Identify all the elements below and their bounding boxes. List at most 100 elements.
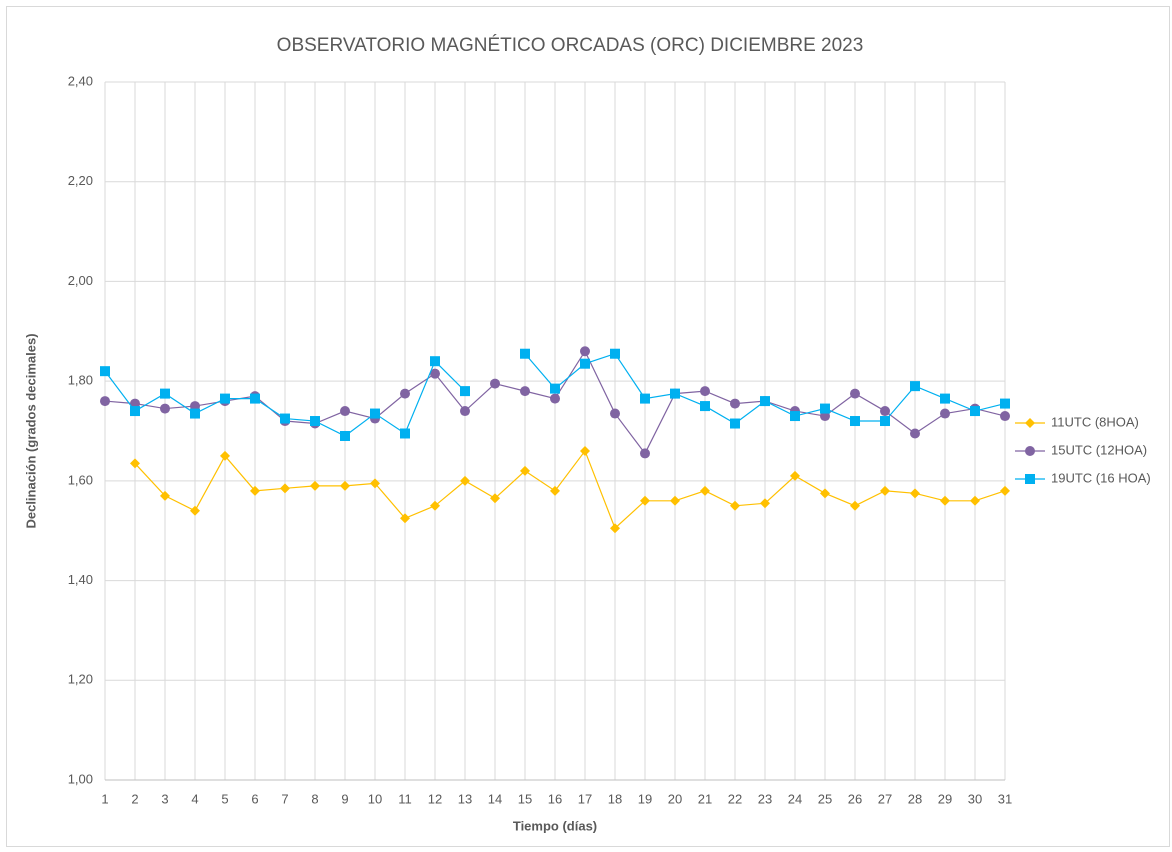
- data-point: [220, 393, 230, 404]
- data-point: [640, 448, 650, 459]
- data-point: [160, 388, 170, 399]
- data-point: [340, 480, 350, 491]
- y-tick-label: 1,60: [68, 472, 93, 487]
- data-point: [730, 500, 740, 511]
- data-point: [550, 393, 560, 404]
- y-tick-label: 2,20: [68, 173, 93, 188]
- data-point: [610, 408, 620, 419]
- x-axis-label: Tiempo (días): [513, 818, 597, 833]
- data-point: [940, 495, 950, 506]
- data-point: [730, 418, 740, 429]
- x-tick-label: 7: [281, 791, 288, 806]
- y-tick-label: 1,40: [68, 572, 93, 587]
- data-point: [430, 356, 440, 367]
- legend-label: 19UTC (16 HOA): [1051, 470, 1151, 485]
- x-tick-label: 18: [608, 791, 622, 806]
- x-tick-label: 23: [758, 791, 772, 806]
- x-tick-label: 16: [548, 791, 562, 806]
- data-point: [580, 358, 590, 369]
- data-point: [910, 428, 920, 439]
- data-point: [400, 513, 410, 524]
- series-line: [134, 449, 1006, 530]
- data-point: [370, 408, 380, 419]
- data-point: [520, 465, 530, 476]
- x-tick-label: 28: [908, 791, 922, 806]
- data-point: [910, 488, 920, 499]
- y-tick-label: 1,20: [68, 672, 93, 687]
- x-tick-label: 26: [848, 791, 862, 806]
- data-point: [460, 406, 470, 417]
- data-point: [340, 406, 350, 417]
- x-tick-label: 17: [578, 791, 592, 806]
- legend-label: 11UTC (8HOA): [1051, 414, 1139, 429]
- data-point: [970, 495, 980, 506]
- x-tick-label: 29: [938, 791, 952, 806]
- data-point: [190, 408, 200, 419]
- x-tick-label: 3: [161, 791, 168, 806]
- data-point: [460, 386, 470, 397]
- data-point: [280, 413, 290, 424]
- y-tick-label: 2,40: [68, 73, 93, 88]
- data-point: [730, 398, 740, 409]
- data-point: [940, 393, 950, 404]
- y-tick-label: 2,00: [68, 273, 93, 288]
- data-point: [610, 348, 620, 359]
- data-point: [430, 368, 440, 379]
- data-point: [250, 485, 260, 496]
- data-point: [850, 388, 860, 399]
- data-point: [280, 483, 290, 494]
- data-point: [610, 523, 620, 534]
- data-point: [550, 383, 560, 394]
- data-point: [670, 388, 680, 399]
- data-point: [700, 401, 710, 412]
- legend-marker: [1025, 446, 1035, 456]
- data-point: [460, 475, 470, 486]
- legend-label: 15UTC (12HOA): [1051, 442, 1147, 457]
- x-tick-label: 4: [191, 791, 198, 806]
- x-tick-label: 8: [311, 791, 318, 806]
- data-point: [250, 393, 260, 404]
- data-point: [580, 445, 590, 456]
- chart-title: OBSERVATORIO MAGNÉTICO ORCADAS (ORC) DIC…: [277, 35, 864, 56]
- x-tick-label: 12: [428, 791, 442, 806]
- data-point: [310, 480, 320, 491]
- x-tick-label: 2: [131, 791, 138, 806]
- data-point: [880, 416, 890, 427]
- data-point: [1000, 485, 1010, 496]
- x-tick-label: 30: [968, 791, 982, 806]
- data-point: [400, 388, 410, 399]
- data-point: [580, 346, 590, 357]
- x-tick-label: 13: [458, 791, 472, 806]
- x-tick-label: 14: [488, 791, 502, 806]
- y-tick-label: 1,80: [68, 373, 93, 388]
- data-point: [130, 406, 140, 417]
- x-tick-label: 21: [698, 791, 712, 806]
- x-tick-label: 24: [788, 791, 802, 806]
- x-tick-label: 15: [518, 791, 532, 806]
- data-point: [520, 348, 530, 359]
- data-point: [190, 505, 200, 516]
- data-point: [640, 495, 650, 506]
- x-tick-label: 9: [341, 791, 348, 806]
- data-point: [820, 488, 830, 499]
- data-point: [760, 498, 770, 509]
- data-point: [100, 366, 110, 377]
- chart-frame: [6, 6, 1170, 847]
- x-tick-label: 11: [398, 791, 412, 806]
- data-point: [850, 416, 860, 427]
- data-point: [700, 485, 710, 496]
- x-tick-label: 5: [221, 791, 228, 806]
- data-point: [850, 500, 860, 511]
- data-point: [100, 396, 110, 407]
- data-point: [160, 403, 170, 414]
- data-point: [640, 393, 650, 404]
- data-point: [490, 378, 500, 389]
- x-tick-label: 25: [818, 791, 832, 806]
- x-tick-label: 22: [728, 791, 742, 806]
- x-tick-label: 31: [998, 791, 1012, 806]
- data-point: [970, 406, 980, 417]
- data-point: [130, 458, 140, 469]
- data-point: [760, 396, 770, 407]
